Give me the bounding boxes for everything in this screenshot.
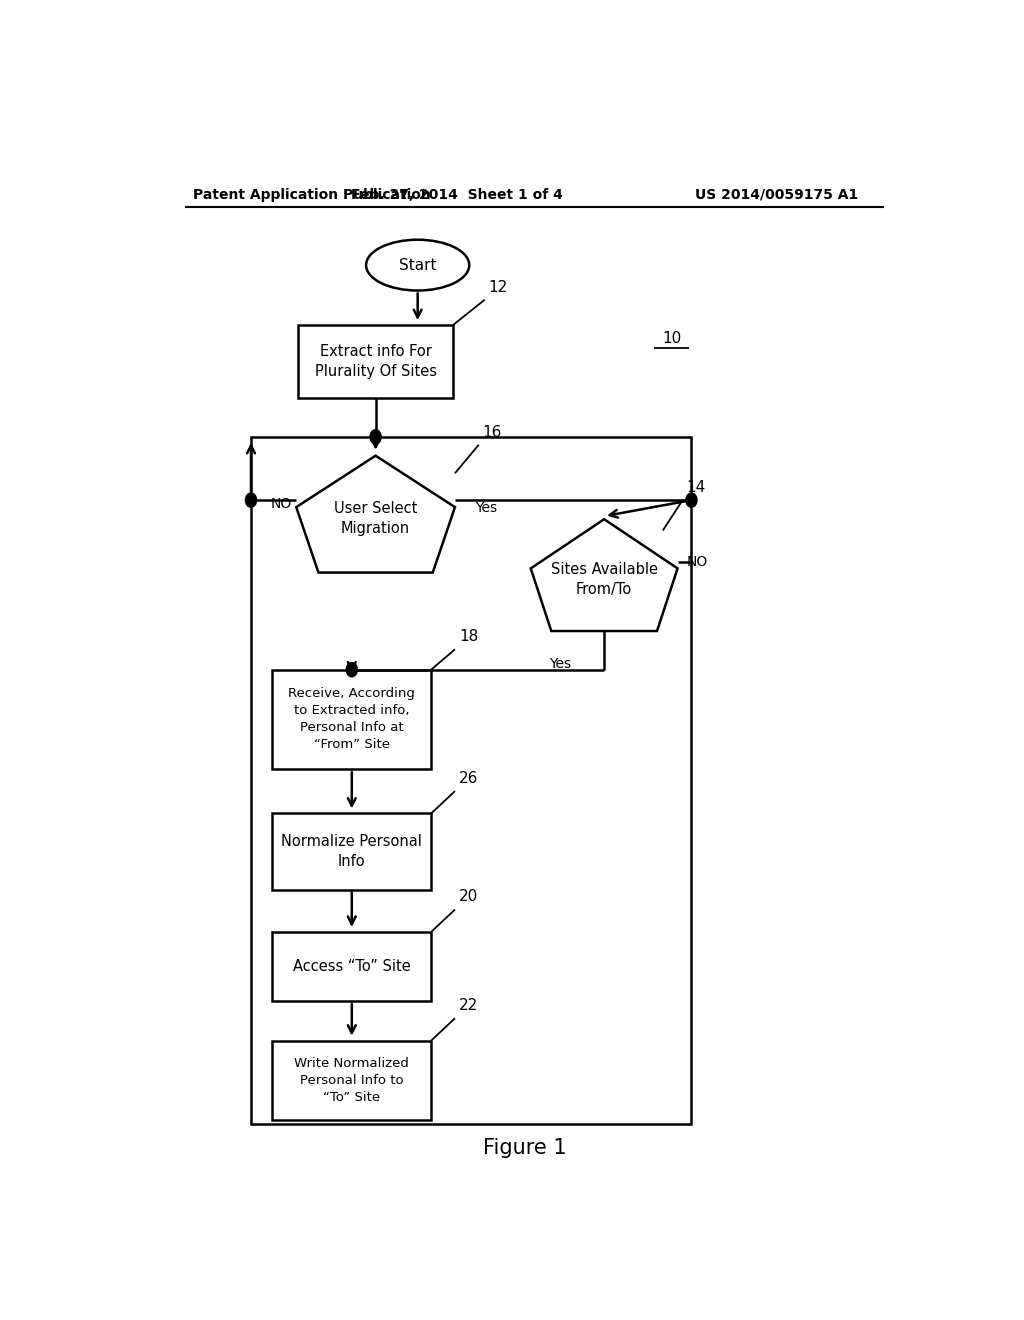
Text: Access “To” Site: Access “To” Site (293, 958, 411, 974)
Circle shape (686, 492, 697, 507)
Text: 10: 10 (662, 331, 681, 346)
Text: NO: NO (687, 554, 709, 569)
Circle shape (346, 663, 357, 677)
Text: Write Normalized
Personal Info to
“To” Site: Write Normalized Personal Info to “To” S… (294, 1057, 410, 1104)
Text: Yes: Yes (475, 502, 497, 515)
Bar (272, 669, 431, 770)
Text: 26: 26 (459, 771, 478, 785)
Ellipse shape (367, 240, 469, 290)
Text: Feb. 27, 2014  Sheet 1 of 4: Feb. 27, 2014 Sheet 1 of 4 (351, 187, 563, 202)
Text: 14: 14 (687, 480, 706, 495)
Text: Yes: Yes (549, 656, 571, 671)
Text: 18: 18 (459, 630, 478, 644)
Bar (272, 1040, 431, 1119)
Circle shape (246, 492, 257, 507)
Text: 22: 22 (459, 998, 478, 1014)
Text: Extract info For
Plurality Of Sites: Extract info For Plurality Of Sites (314, 345, 436, 379)
Text: Figure 1: Figure 1 (483, 1138, 566, 1159)
Text: Sites Available
From/To: Sites Available From/To (551, 562, 657, 597)
Text: Receive, According
to Extracted info,
Personal Info at
“From” Site: Receive, According to Extracted info, Pe… (289, 688, 416, 751)
Text: Normalize Personal
Info: Normalize Personal Info (282, 834, 422, 869)
Text: 20: 20 (459, 890, 478, 904)
Text: US 2014/0059175 A1: US 2014/0059175 A1 (695, 187, 859, 202)
Bar (251, 437, 691, 1125)
Text: NO: NO (270, 496, 292, 511)
Text: 16: 16 (482, 425, 502, 440)
Text: User Select
Migration: User Select Migration (334, 502, 418, 536)
Text: 12: 12 (488, 280, 508, 294)
Text: Start: Start (399, 257, 436, 273)
Bar (272, 932, 431, 1001)
Bar (272, 813, 431, 890)
Text: Patent Application Publication: Patent Application Publication (194, 187, 431, 202)
Polygon shape (530, 519, 678, 631)
Circle shape (370, 430, 381, 444)
Polygon shape (296, 455, 455, 573)
Bar (298, 325, 453, 399)
